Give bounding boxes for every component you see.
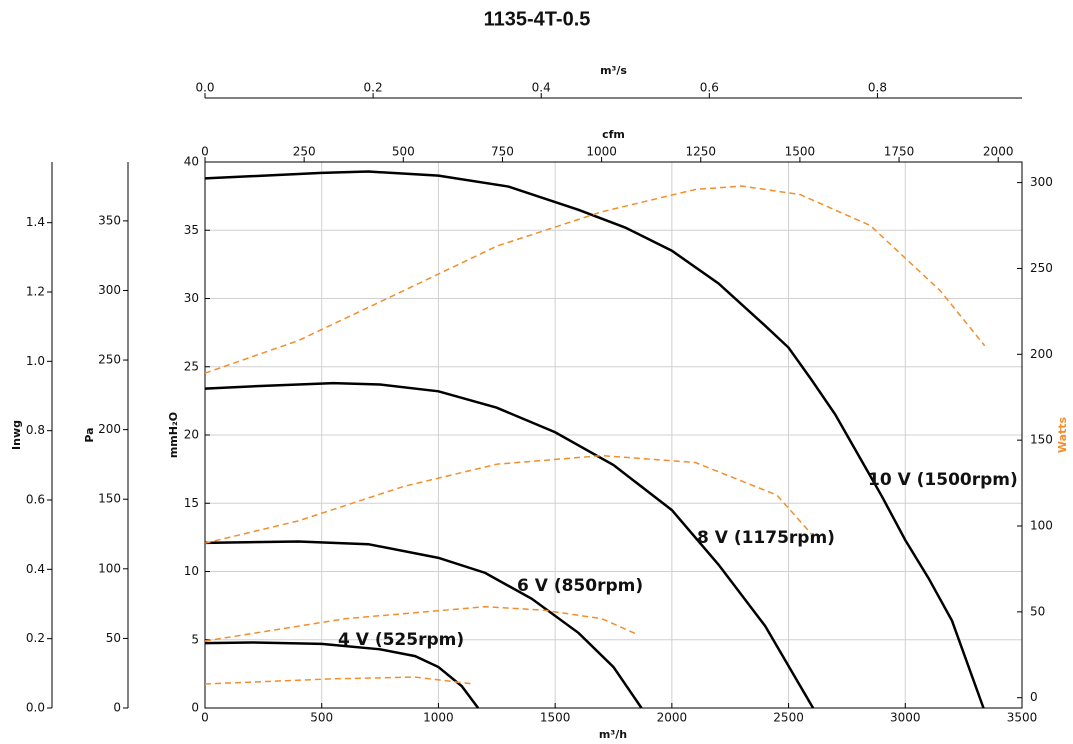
top-tick-label: 1750 bbox=[884, 145, 915, 159]
y-tick-label: 25 bbox=[184, 359, 199, 373]
top-tick-label: 1500 bbox=[785, 145, 816, 159]
top-tick-label: 750 bbox=[491, 145, 514, 159]
y2-tick-label: 250 bbox=[1030, 261, 1053, 275]
top-tick-label: 250 bbox=[293, 145, 316, 159]
top-tick-label: 0.4 bbox=[532, 81, 551, 95]
x-tick-label: 2500 bbox=[773, 711, 804, 725]
y2-tick-label: 0 bbox=[1030, 690, 1038, 704]
left-tick-label: 0.6 bbox=[26, 493, 45, 507]
pressure-curve bbox=[204, 170, 985, 709]
top-tick-label: 0.2 bbox=[364, 81, 383, 95]
left-tick-label: 300 bbox=[98, 283, 121, 297]
y-tick-label: 20 bbox=[184, 428, 199, 442]
curve-label: 8 V (1175rpm) bbox=[697, 528, 835, 548]
y2-tick-label: 300 bbox=[1030, 175, 1053, 189]
top-axis-title: cfm bbox=[602, 128, 625, 141]
curve-label: 4 V (525rpm) bbox=[338, 630, 464, 650]
power-curve bbox=[204, 185, 986, 374]
x-tick-label: 3500 bbox=[1007, 711, 1038, 725]
top-tick-label: 0.8 bbox=[868, 81, 887, 95]
left-tick-label: 1.0 bbox=[26, 354, 45, 368]
power-curve bbox=[204, 676, 474, 685]
x-axis-title: m³/h bbox=[599, 728, 627, 741]
x-tick-label: 500 bbox=[310, 711, 333, 725]
left-tick-label: 0.4 bbox=[26, 562, 45, 576]
left-tick-label: 200 bbox=[98, 422, 121, 436]
x-tick-label: 1500 bbox=[540, 711, 571, 725]
left-tick-label: 100 bbox=[98, 561, 121, 575]
left-tick-label: 150 bbox=[98, 492, 121, 506]
left-axis-title: Pa bbox=[83, 427, 96, 442]
y-tick-label: 0 bbox=[191, 701, 199, 715]
y2-tick-label: 200 bbox=[1030, 347, 1053, 361]
x-tick-label: 0 bbox=[201, 711, 209, 725]
x-tick-label: 2000 bbox=[657, 711, 688, 725]
top-tick-label: 2000 bbox=[983, 145, 1014, 159]
top-tick-label: 0.6 bbox=[700, 81, 719, 95]
y-tick-label: 15 bbox=[184, 496, 199, 510]
y-tick-label: 10 bbox=[184, 564, 199, 578]
y-tick-label: 5 bbox=[191, 632, 199, 646]
y-tick-label: 40 bbox=[184, 155, 199, 169]
pressure-curve bbox=[204, 540, 643, 709]
curve-label: 10 V (1500rpm) bbox=[868, 470, 1018, 490]
left-tick-label: 0.8 bbox=[26, 423, 45, 437]
left-tick-label: 0.2 bbox=[26, 631, 45, 645]
pressure-curve bbox=[204, 381, 815, 709]
left-tick-label: 1.2 bbox=[26, 285, 45, 299]
y-tick-label: 35 bbox=[184, 223, 199, 237]
left-tick-label: 0.0 bbox=[26, 701, 45, 715]
y-tick-label: 30 bbox=[184, 291, 199, 305]
power-curve bbox=[204, 605, 638, 642]
left-tick-label: 50 bbox=[106, 631, 121, 645]
top-axis-title: m³/s bbox=[600, 64, 627, 77]
power-curve bbox=[204, 454, 813, 544]
top-tick-label: 500 bbox=[392, 145, 415, 159]
pressure-curve bbox=[204, 641, 480, 709]
top-tick-label: 0 bbox=[201, 145, 209, 159]
left-tick-label: 0 bbox=[113, 701, 121, 715]
chart-title: 1135-4T-0.5 bbox=[484, 8, 591, 30]
left-tick-label: 350 bbox=[98, 213, 121, 227]
left-tick-label: 1.4 bbox=[26, 215, 45, 229]
y2-tick-label: 100 bbox=[1030, 519, 1053, 533]
left-tick-label: 250 bbox=[98, 353, 121, 367]
y2-tick-label: 150 bbox=[1030, 433, 1053, 447]
plot-frame bbox=[204, 161, 1023, 709]
y2-axis-title: Watts bbox=[1056, 416, 1069, 453]
left-axis-title: Inwg bbox=[10, 420, 23, 450]
top-tick-label: 1000 bbox=[586, 145, 617, 159]
y2-tick-label: 50 bbox=[1030, 604, 1045, 618]
x-tick-label: 3000 bbox=[890, 711, 921, 725]
top-tick-label: 0.0 bbox=[195, 81, 214, 95]
curve-label: 6 V (850rpm) bbox=[517, 576, 643, 596]
y-axis-title: mmH₂O bbox=[167, 412, 180, 458]
top-tick-label: 1250 bbox=[685, 145, 716, 159]
x-tick-label: 1000 bbox=[423, 711, 454, 725]
